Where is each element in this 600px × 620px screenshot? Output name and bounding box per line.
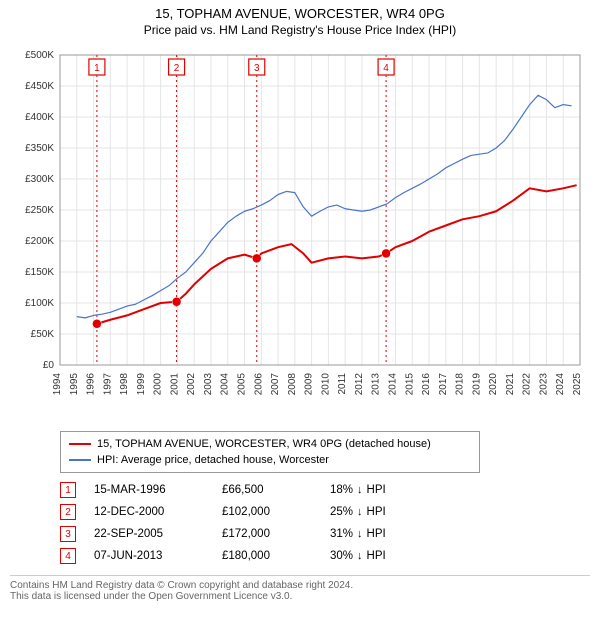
transaction-relative: 18% ↓ HPI	[330, 484, 386, 496]
svg-text:2012: 2012	[354, 373, 365, 396]
transaction-date: 15-MAR-1996	[94, 484, 204, 496]
transaction-price: £180,000	[222, 550, 312, 562]
svg-text:2009: 2009	[304, 373, 315, 396]
footer: Contains HM Land Registry data © Crown c…	[10, 575, 590, 602]
legend-swatch	[69, 443, 91, 446]
arrow-down-icon: ↓	[357, 506, 363, 518]
chart-legend: 15, TOPHAM AVENUE, WORCESTER, WR4 0PG (d…	[60, 431, 480, 473]
svg-text:2020: 2020	[488, 373, 499, 396]
svg-text:2025: 2025	[572, 373, 583, 396]
chart-title-line2: Price paid vs. HM Land Registry's House …	[10, 23, 590, 37]
transaction-price: £172,000	[222, 528, 312, 540]
svg-text:4: 4	[383, 63, 389, 74]
footer-text: Contains HM Land Registry data © Crown c…	[10, 580, 590, 591]
svg-text:2003: 2003	[203, 373, 214, 396]
svg-text:2010: 2010	[320, 373, 331, 396]
transaction-row: 4 07-JUN-2013 £180,000 30% ↓ HPI	[60, 545, 590, 567]
legend-row: HPI: Average price, detached house, Worc…	[69, 452, 471, 468]
svg-text:2: 2	[174, 63, 180, 74]
svg-text:2015: 2015	[404, 373, 415, 396]
svg-text:£350K: £350K	[25, 143, 54, 154]
svg-text:2014: 2014	[387, 373, 398, 396]
transaction-relative: 30% ↓ HPI	[330, 550, 386, 562]
svg-text:£400K: £400K	[25, 112, 54, 123]
svg-text:2004: 2004	[220, 373, 231, 396]
svg-text:£450K: £450K	[25, 81, 54, 92]
svg-text:1998: 1998	[119, 373, 130, 396]
transaction-date: 22-SEP-2005	[94, 528, 204, 540]
svg-text:£50K: £50K	[31, 329, 55, 340]
transaction-marker: 3	[60, 526, 76, 542]
transaction-row: 2 12-DEC-2000 £102,000 25% ↓ HPI	[60, 501, 590, 523]
svg-text:£500K: £500K	[25, 50, 54, 61]
svg-text:1: 1	[94, 63, 100, 74]
price-chart: £0 £50K £100K £150K £200K £250K £300K £350K £400…	[10, 45, 590, 425]
svg-text:2002: 2002	[186, 373, 197, 396]
svg-text:2011: 2011	[337, 373, 348, 395]
svg-text:3: 3	[254, 63, 260, 74]
svg-text:£100K: £100K	[25, 298, 54, 309]
svg-text:2017: 2017	[438, 373, 449, 396]
svg-text:2000: 2000	[153, 373, 164, 396]
legend-swatch	[69, 459, 91, 461]
transaction-table: 1 15-MAR-1996 £66,500 18% ↓ HPI 2 12-DEC-2000…	[60, 479, 590, 567]
svg-text:1997: 1997	[102, 373, 113, 396]
transaction-relative: 25% ↓ HPI	[330, 506, 386, 518]
arrow-down-icon: ↓	[357, 550, 363, 562]
footer-text: This data is licensed under the Open Gov…	[10, 591, 590, 602]
chart-title-line1: 15, TOPHAM AVENUE, WORCESTER, WR4 0PG	[10, 6, 590, 21]
svg-text:£0: £0	[43, 360, 55, 371]
transaction-row: 3 22-SEP-2005 £172,000 31% ↓ HPI	[60, 523, 590, 545]
svg-text:2013: 2013	[371, 373, 382, 396]
svg-text:£250K: £250K	[25, 205, 54, 216]
arrow-down-icon: ↓	[357, 528, 363, 540]
svg-text:2022: 2022	[522, 373, 533, 396]
svg-text:1999: 1999	[136, 373, 147, 396]
svg-text:2005: 2005	[237, 373, 248, 396]
transaction-price: £102,000	[222, 506, 312, 518]
legend-row: 15, TOPHAM AVENUE, WORCESTER, WR4 0PG (d…	[69, 436, 471, 452]
legend-label: 15, TOPHAM AVENUE, WORCESTER, WR4 0PG (d…	[97, 438, 431, 450]
svg-text:2001: 2001	[169, 373, 180, 396]
svg-text:2024: 2024	[555, 373, 566, 396]
svg-text:£200K: £200K	[25, 236, 54, 247]
svg-text:£150K: £150K	[25, 267, 54, 278]
svg-text:1994: 1994	[52, 373, 63, 396]
transaction-price: £66,500	[222, 484, 312, 496]
chart-svg: £0 £50K £100K £150K £200K £250K £300K £350K £400…	[10, 45, 590, 425]
transaction-marker: 1	[60, 482, 76, 498]
transaction-relative: 31% ↓ HPI	[330, 528, 386, 540]
svg-text:1995: 1995	[69, 373, 80, 396]
svg-text:2008: 2008	[287, 373, 298, 396]
legend-label: HPI: Average price, detached house, Worc…	[97, 454, 329, 466]
svg-text:1996: 1996	[86, 373, 97, 396]
svg-text:2021: 2021	[505, 373, 516, 396]
svg-text:2006: 2006	[253, 373, 264, 396]
svg-text:2019: 2019	[471, 373, 482, 396]
transaction-row: 1 15-MAR-1996 £66,500 18% ↓ HPI	[60, 479, 590, 501]
svg-text:£300K: £300K	[25, 174, 54, 185]
transaction-date: 12-DEC-2000	[94, 506, 204, 518]
transaction-date: 07-JUN-2013	[94, 550, 204, 562]
svg-text:2016: 2016	[421, 373, 432, 396]
transaction-marker: 4	[60, 548, 76, 564]
svg-text:2023: 2023	[538, 373, 549, 396]
transaction-marker: 2	[60, 504, 76, 520]
svg-text:2007: 2007	[270, 373, 281, 396]
svg-text:2018: 2018	[455, 373, 466, 396]
arrow-down-icon: ↓	[357, 484, 363, 496]
